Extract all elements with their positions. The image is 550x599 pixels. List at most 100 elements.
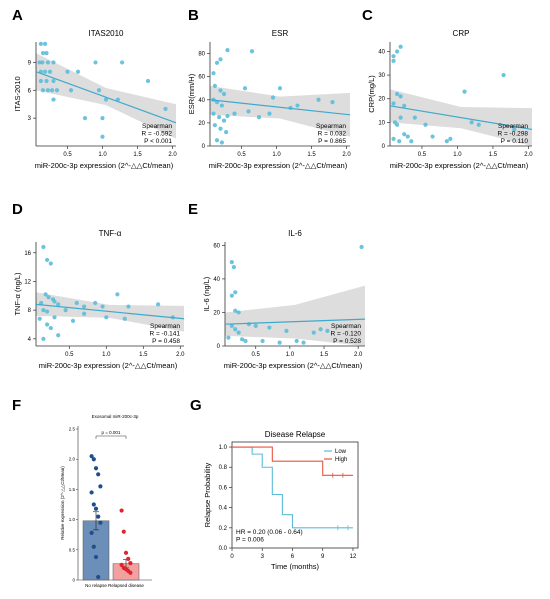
data-point bbox=[277, 86, 283, 91]
data-point bbox=[51, 60, 56, 65]
regression-line bbox=[35, 303, 185, 320]
data-point bbox=[243, 338, 248, 344]
data-point bbox=[93, 554, 99, 560]
y-tick-label: 60 bbox=[213, 243, 220, 249]
data-point bbox=[98, 484, 103, 489]
y-tick-label: 0.0 bbox=[219, 546, 228, 552]
data-point bbox=[318, 327, 323, 332]
x-tick-label: 2.0 bbox=[354, 352, 363, 358]
x-tick-label: 2.0 bbox=[342, 152, 351, 158]
data-point bbox=[214, 138, 220, 143]
data-point bbox=[224, 130, 229, 135]
y-tick-label: 9 bbox=[28, 60, 32, 66]
y-tick-label: 0.2 bbox=[219, 526, 228, 532]
data-point bbox=[260, 338, 265, 344]
data-point bbox=[295, 103, 300, 108]
data-point bbox=[430, 134, 435, 139]
data-point bbox=[156, 302, 161, 307]
y-tick-label: 40 bbox=[198, 98, 205, 104]
scatter-panel-esr: 0.5 1.0 1.5 2.0 0 20 40 60 80 ESR miR-200c-3p expr… bbox=[187, 29, 351, 170]
data-point bbox=[89, 454, 94, 459]
x-category-label: No relapse bbox=[85, 583, 107, 588]
data-point bbox=[115, 292, 120, 297]
y-tick-label: 0.4 bbox=[219, 506, 228, 512]
data-point bbox=[395, 122, 400, 127]
stat-line: P = 0.458 bbox=[152, 338, 180, 345]
bar-panel-exosomal: Exosomal miR-200c-3p 0 0.5 1.0 1.5 2.0 2.5 Rela… bbox=[60, 414, 152, 588]
y-axis-label: TNF-α (ng/L) bbox=[13, 272, 22, 316]
data-point bbox=[218, 88, 223, 93]
scatter-panel-il6: 0.5 1.0 1.5 2.0 0 20 40 60 IL-6 miR-200c-3p expre… bbox=[202, 229, 366, 370]
data-point bbox=[68, 88, 74, 93]
y-tick-label: 12 bbox=[24, 279, 31, 285]
data-point bbox=[218, 57, 223, 62]
y-tick-label: 4 bbox=[28, 337, 32, 343]
x-tick-label: 12 bbox=[350, 554, 357, 560]
y-tick-label: 0.6 bbox=[219, 485, 228, 491]
data-point bbox=[212, 123, 217, 128]
data-point bbox=[63, 308, 68, 313]
confidence-band bbox=[36, 53, 176, 139]
data-point bbox=[476, 122, 481, 127]
panel-letter-a: A bbox=[12, 7, 23, 24]
legend-label: High bbox=[335, 457, 347, 463]
y-tick-label: 40 bbox=[378, 49, 385, 55]
data-point bbox=[104, 315, 109, 320]
y-tick-label: 0.8 bbox=[219, 465, 228, 471]
data-point bbox=[40, 51, 46, 56]
km-curve-high bbox=[232, 446, 353, 476]
stat-line: R = -0.592 bbox=[141, 131, 172, 138]
data-point bbox=[43, 41, 48, 46]
x-category-label: Relapsed disease bbox=[108, 583, 144, 588]
data-point bbox=[246, 109, 251, 114]
data-point bbox=[93, 60, 98, 65]
data-point bbox=[96, 472, 101, 477]
panel-title: TNF-α bbox=[99, 229, 122, 238]
data-point bbox=[100, 304, 105, 309]
stat-line: Spearman bbox=[331, 323, 361, 330]
data-point bbox=[45, 88, 51, 93]
y-tick-label: 10 bbox=[378, 120, 385, 126]
data-point bbox=[405, 134, 410, 139]
data-point bbox=[47, 69, 53, 74]
data-point bbox=[75, 69, 81, 74]
y-axis-label: Relapse Probability bbox=[203, 462, 212, 527]
y-tick-label: 0 bbox=[382, 144, 386, 150]
data-point bbox=[284, 328, 289, 334]
data-point bbox=[253, 323, 258, 328]
data-point bbox=[40, 60, 45, 65]
data-point bbox=[270, 95, 276, 100]
data-point bbox=[91, 502, 96, 507]
data-point bbox=[38, 41, 44, 46]
data-point bbox=[126, 556, 131, 561]
y-axis-label: ITAS-2010 bbox=[13, 76, 22, 111]
data-point bbox=[48, 325, 53, 331]
data-point bbox=[423, 122, 428, 127]
data-point bbox=[229, 293, 234, 298]
data-point bbox=[122, 316, 127, 321]
x-tick-label: 0 bbox=[230, 554, 234, 560]
data-point bbox=[43, 292, 48, 297]
stat-line: P = 0.110 bbox=[501, 138, 529, 145]
data-point bbox=[41, 336, 46, 341]
data-point bbox=[128, 570, 133, 575]
y-tick-label: 6 bbox=[28, 88, 32, 94]
data-point bbox=[44, 78, 49, 84]
data-point bbox=[52, 315, 57, 320]
data-point bbox=[119, 508, 124, 513]
data-point bbox=[391, 54, 396, 59]
panel-title: Exosomal miR-200c-3p bbox=[92, 414, 139, 419]
stat-line: P < 0.001 bbox=[144, 138, 172, 145]
data-point bbox=[294, 338, 299, 344]
panel-letter-e: E bbox=[188, 201, 198, 218]
data-point bbox=[82, 116, 88, 121]
x-axis-label: miR-200c-3p expression (2^-△△Ct/mean) bbox=[224, 361, 363, 370]
stat-line: R = -0.120 bbox=[330, 331, 361, 338]
data-point bbox=[74, 300, 79, 306]
legend-label: Low bbox=[335, 449, 347, 455]
data-point bbox=[91, 544, 96, 549]
y-tick-label: 30 bbox=[378, 73, 385, 79]
y-tick-label: 1.5 bbox=[69, 487, 76, 492]
data-point bbox=[98, 520, 103, 525]
data-point bbox=[226, 335, 231, 340]
